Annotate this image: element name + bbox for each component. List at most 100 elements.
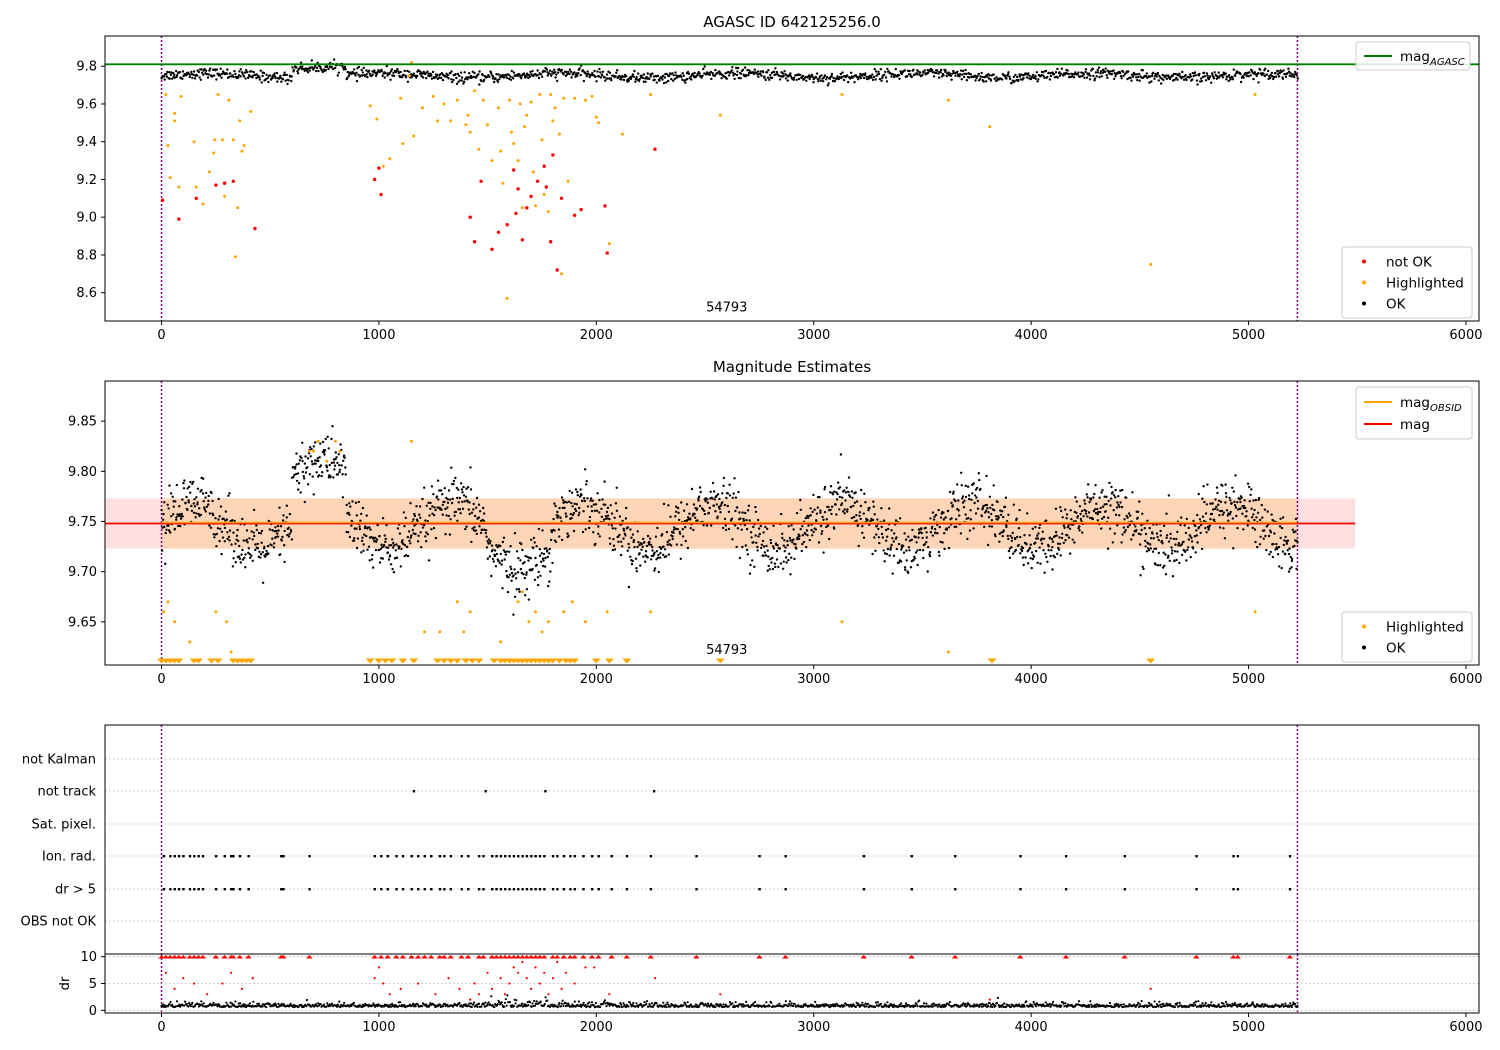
dr-point [505,1004,508,1007]
ok-point [475,532,478,536]
ok-point [592,503,596,506]
ok-point [800,549,803,553]
ok-point [308,473,312,476]
ok-point [283,544,286,547]
ok-point [825,76,829,79]
ok-point [426,533,430,536]
ok-point [590,505,593,508]
ok-point [408,539,411,542]
dr-point [482,1003,485,1006]
ok-point [1256,545,1259,549]
ok-point [374,548,378,552]
flag-point [1236,888,1240,891]
dr-point [202,1002,205,1005]
ok-point [1288,547,1291,550]
ok-point [655,81,658,84]
highlighted-clipped-marker [474,658,484,664]
ok-point [1199,531,1202,535]
ok-point [1205,531,1208,534]
ok-point [1197,492,1200,496]
ok-point [770,561,773,564]
ok-point [204,69,208,72]
ok-point [850,516,854,520]
ok-point [792,78,795,82]
ok-point [460,79,463,82]
flag-point [521,888,524,891]
ok-point [211,75,214,78]
ok-point [717,505,721,508]
ok-point [912,558,915,562]
ok-point [295,479,299,483]
flag-point [530,888,533,891]
ok-point [164,531,167,535]
ok-point [212,533,215,536]
highlighted-point [412,134,416,138]
ok-point [821,515,824,519]
ok-point [1049,554,1052,558]
ok-point [349,505,352,508]
ok-point [290,538,294,541]
ok-point [699,490,702,494]
ok-point [572,512,576,515]
flag-point [386,855,390,858]
highlighted-point [540,138,544,142]
ok-point [456,496,459,500]
highlighted-point [192,140,196,144]
dr-point [230,1005,233,1008]
panel-2-upper-legend-subscript: OBSID [1430,403,1462,414]
ok-point [327,447,330,450]
ok-point [330,437,333,441]
ok-point [641,76,645,80]
ok-point [939,540,942,543]
flag-point [597,888,600,891]
ok-point [1265,525,1269,528]
ok-point [250,554,253,557]
ok-point [1187,546,1190,549]
ok-point [937,550,941,554]
ok-point [1175,76,1178,80]
not-ok-point [653,147,657,151]
ok-point [835,77,838,80]
ok-point [317,69,320,73]
ok-point [181,70,185,73]
ok-point [186,508,189,512]
ok-point [565,515,568,518]
ok-point [402,73,405,77]
ok-point [917,536,920,539]
ok-point [406,69,409,73]
ok-point [855,514,858,517]
dr-point [279,1004,282,1007]
ok-point [815,512,819,515]
ok-point [568,68,572,71]
ok-point [370,558,374,561]
ok-point [339,443,342,446]
not-ok-point [542,164,546,168]
ok-point [727,510,731,513]
ok-point [309,446,312,449]
ok-point [457,501,460,504]
dr-point [741,1005,744,1008]
ok-point [274,76,277,80]
highlighted-point [468,610,472,614]
ok-point [1135,73,1139,76]
flag-point [512,888,516,891]
dr-point [473,1001,476,1004]
ok-point [451,497,454,500]
ok-point [806,514,809,518]
ok-point [181,515,184,518]
ok-point [1202,485,1205,488]
ok-point [481,528,484,531]
ok-point [775,558,779,561]
ok-point [288,532,291,535]
ok-point [358,527,362,531]
ok-point [1032,73,1035,77]
ok-point [621,545,624,548]
dr-point [718,1005,721,1008]
ok-point [1017,527,1021,530]
ok-point [785,74,788,77]
ok-point [1196,513,1199,517]
ok-point [217,497,220,501]
ok-point [1172,537,1176,541]
ok-point [292,475,295,479]
highlighted-point [947,650,950,654]
